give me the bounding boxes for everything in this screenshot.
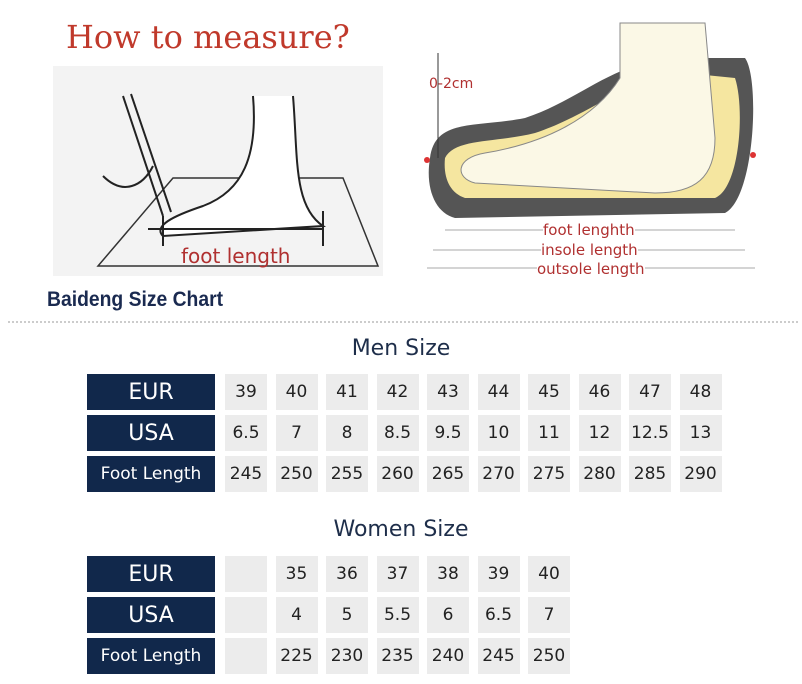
women-cell — [225, 597, 267, 633]
men-cell: 11 — [528, 415, 570, 451]
men-cell: 7 — [275, 415, 318, 451]
women-cell: 7 — [528, 597, 570, 633]
divider — [8, 321, 798, 323]
men-cell: 40 — [275, 374, 318, 410]
men-row-label: USA — [87, 415, 215, 451]
men-cell: 10 — [477, 415, 520, 451]
men-cell: 43 — [427, 374, 469, 410]
women-row-label: USA — [87, 597, 215, 633]
women-cell: 37 — [376, 556, 419, 592]
men-cell: 46 — [578, 374, 621, 410]
women-cell — [225, 638, 267, 674]
women-cell: 6.5 — [477, 597, 520, 633]
men-cell: 12 — [578, 415, 621, 451]
men-cell: 270 — [477, 456, 520, 492]
men-cell: 8.5 — [376, 415, 419, 451]
women-cell: 235 — [376, 638, 419, 674]
women-cell: 40 — [528, 556, 570, 592]
men-cell: 8 — [326, 415, 368, 451]
men-cell: 285 — [629, 456, 671, 492]
men-cell: 250 — [275, 456, 318, 492]
foot-sketch — [96, 93, 380, 267]
men-cell: 280 — [578, 456, 621, 492]
men-cell: 6.5 — [225, 415, 267, 451]
women-cell — [225, 556, 267, 592]
men-size-title: Men Size — [351, 336, 451, 361]
women-cell: 225 — [275, 638, 318, 674]
measure-foot-illustration: foot length — [53, 66, 383, 276]
men-cell: 245 — [225, 456, 267, 492]
shoe-sketch — [424, 22, 756, 269]
insole-length-label: insole length — [541, 241, 638, 259]
brand-heading: Baideng Size Chart — [47, 288, 224, 311]
page-title: How to measure? — [66, 18, 350, 56]
women-cell: 36 — [326, 556, 368, 592]
women-cell: 35 — [275, 556, 318, 592]
men-cell: 47 — [629, 374, 671, 410]
men-cell: 290 — [679, 456, 722, 492]
men-cell: 13 — [679, 415, 722, 451]
men-cell: 45 — [528, 374, 570, 410]
men-cell: 48 — [679, 374, 722, 410]
men-row-label: Foot Length — [87, 456, 215, 492]
men-cell: 12.5 — [629, 415, 671, 451]
women-cell: 6 — [427, 597, 469, 633]
men-cell: 44 — [477, 374, 520, 410]
men-row-label: EUR — [87, 374, 215, 410]
men-cell: 265 — [427, 456, 469, 492]
men-cell: 260 — [376, 456, 419, 492]
men-cell: 42 — [376, 374, 419, 410]
women-cell: 39 — [477, 556, 520, 592]
men-cell: 275 — [528, 456, 570, 492]
men-cell: 9.5 — [427, 415, 469, 451]
women-cell: 250 — [528, 638, 570, 674]
women-cell: 5.5 — [376, 597, 419, 633]
men-cell: 41 — [326, 374, 368, 410]
women-cell: 240 — [427, 638, 469, 674]
women-size-title: Women Size — [333, 517, 469, 542]
women-cell: 38 — [427, 556, 469, 592]
men-cell: 39 — [225, 374, 267, 410]
women-row-label: EUR — [87, 556, 215, 592]
women-cell: 5 — [326, 597, 368, 633]
shoe-diagram: 0-2cm foot lenghth insole length outsole… — [415, 18, 775, 283]
women-cell: 245 — [477, 638, 520, 674]
women-row-label: Foot Length — [87, 638, 215, 674]
tolerance-label: 0-2cm — [429, 76, 474, 92]
outsole-length-label: outsole length — [537, 260, 645, 278]
foot-length-line-label: foot lenghth — [543, 221, 635, 239]
men-cell: 255 — [326, 456, 368, 492]
foot-length-caption: foot length — [181, 244, 291, 268]
women-cell: 230 — [326, 638, 368, 674]
women-cell: 4 — [275, 597, 318, 633]
